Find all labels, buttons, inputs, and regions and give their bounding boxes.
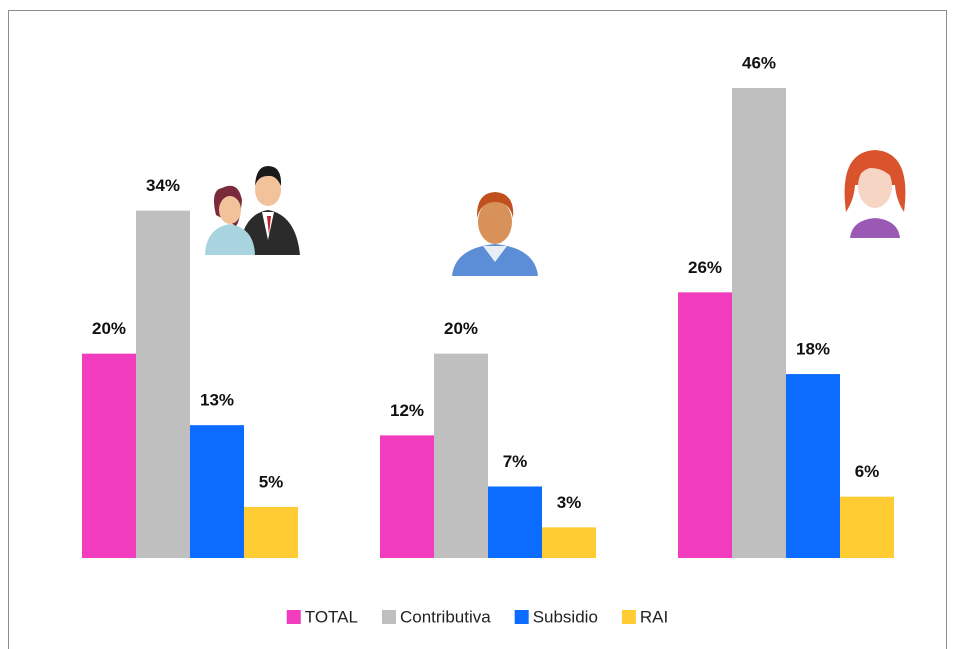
legend-label: Subsidio (533, 607, 598, 626)
value-label: 7% (503, 452, 528, 471)
value-label: 34% (146, 176, 180, 195)
value-label: 13% (200, 391, 234, 410)
icon-couple (205, 166, 300, 255)
value-label: 6% (855, 462, 880, 481)
value-label: 18% (796, 340, 830, 359)
icon-woman (844, 150, 906, 238)
legend-swatch (621, 610, 636, 624)
bar (678, 292, 732, 558)
bar (190, 425, 244, 558)
bar (840, 496, 894, 558)
icon-man (452, 192, 538, 276)
bar (380, 435, 434, 558)
value-label: 20% (444, 319, 478, 338)
bar (786, 374, 840, 558)
value-label: 5% (259, 472, 284, 491)
value-label: 3% (557, 493, 582, 512)
bar (488, 486, 542, 558)
value-label: 46% (742, 53, 776, 72)
value-label: 20% (92, 319, 126, 338)
value-label: 12% (390, 401, 424, 420)
bar (244, 506, 298, 558)
legend-swatch (381, 610, 396, 624)
legend-swatch (286, 610, 301, 624)
legend-label: TOTAL (305, 607, 358, 626)
value-label: 26% (688, 258, 722, 277)
bar (136, 210, 190, 558)
bar (82, 353, 136, 558)
legend-label: RAI (640, 607, 668, 626)
bar (434, 353, 488, 558)
legend-label: Contributiva (400, 607, 491, 626)
bar (542, 527, 596, 558)
bar (732, 88, 786, 558)
legend-swatch (514, 610, 529, 624)
